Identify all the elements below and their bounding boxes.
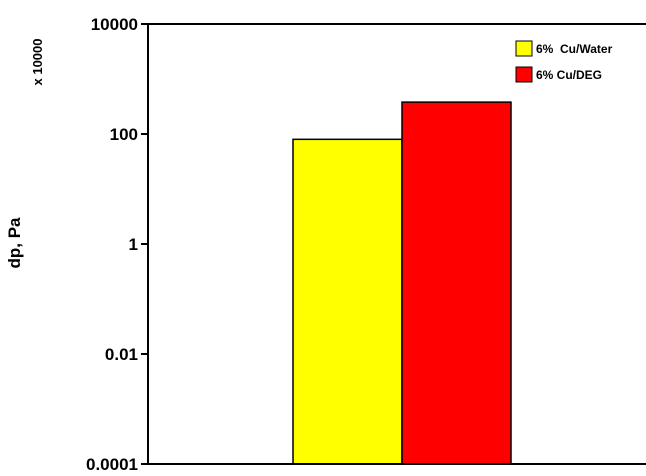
legend-swatch bbox=[515, 40, 533, 57]
y-tick-label: 0.01 bbox=[105, 345, 138, 364]
y-axis-ticks: 10000 100 1 0.01 0.0001 bbox=[86, 15, 148, 474]
y-axis-multiplier: x 10000 bbox=[30, 39, 45, 86]
y-tick-label: 100 bbox=[110, 125, 138, 144]
y-tick-label: 0.0001 bbox=[86, 455, 138, 474]
y-axis-label: dp, Pa bbox=[5, 217, 24, 269]
legend-swatch bbox=[515, 66, 533, 83]
y-tick-label: 10000 bbox=[91, 15, 138, 34]
y-tick-label: 1 bbox=[129, 235, 138, 254]
legend-label: 6% Cu/DEG bbox=[536, 68, 602, 82]
legend-label: 6% Cu/Water bbox=[536, 42, 613, 56]
legend: 6% Cu/Water 6% Cu/DEG bbox=[515, 40, 613, 83]
bar-cu-deg bbox=[401, 101, 512, 465]
bar-cu-water bbox=[292, 138, 403, 465]
bars bbox=[292, 101, 512, 465]
